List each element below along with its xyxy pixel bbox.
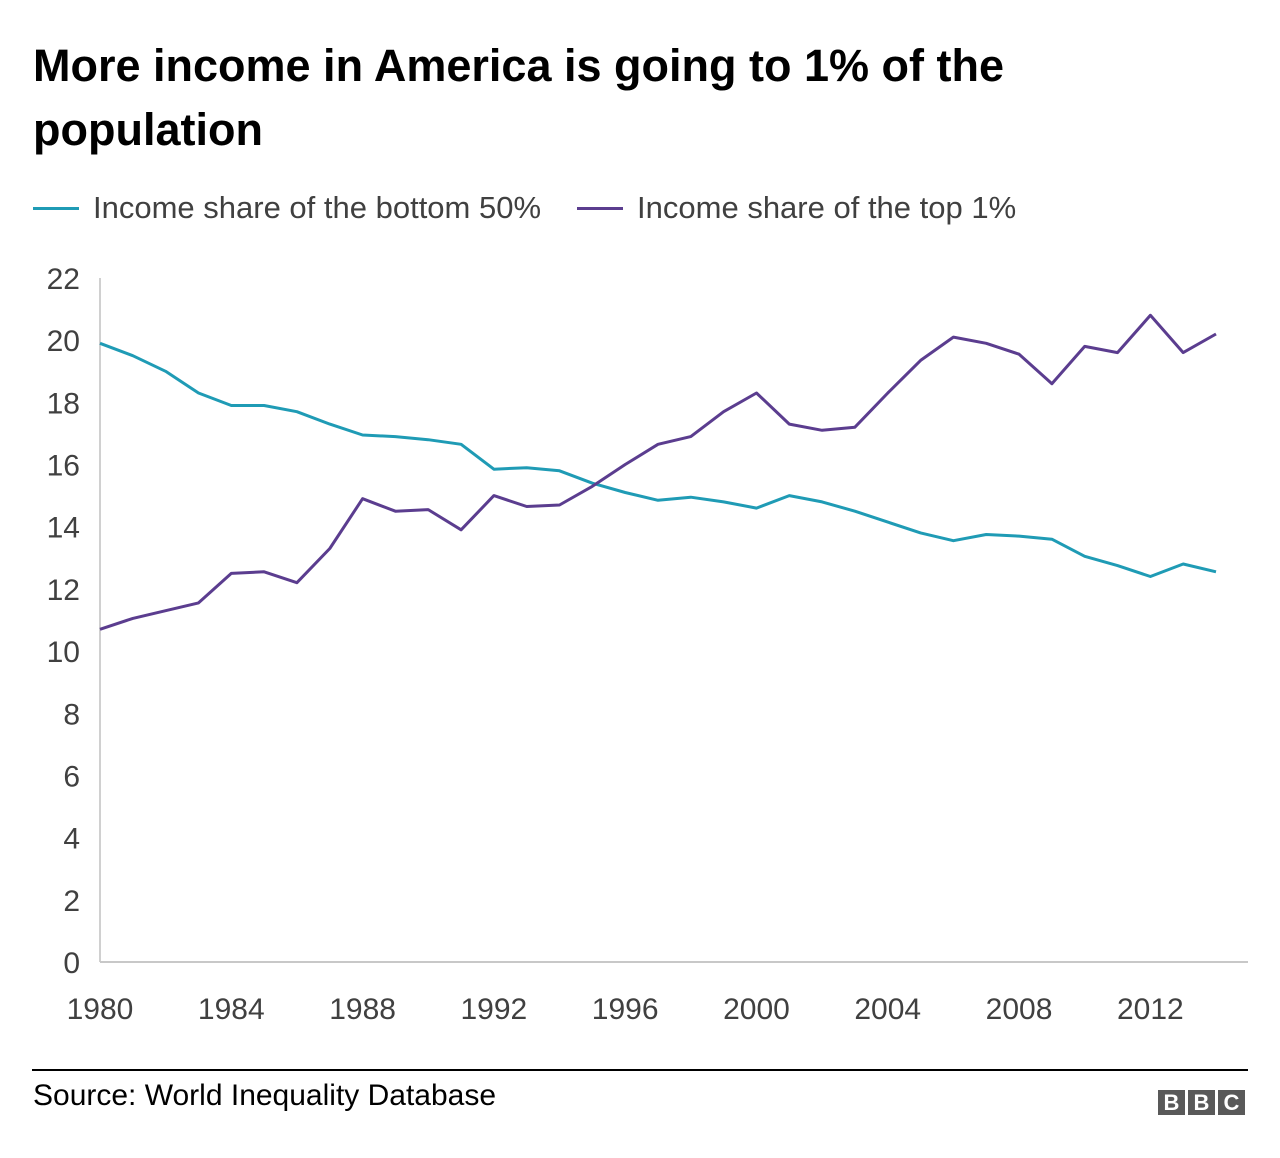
- y-tick-label: 0: [63, 947, 80, 980]
- line-chart: 0 2 4 6 8 10 12 14 16 18 20 22 1980 1984 1988 1992 1996 2…: [47, 263, 1248, 1026]
- legend-item-bottom-50: Income share of the bottom 50%: [33, 190, 541, 226]
- footer-rule: [32, 1069, 1248, 1071]
- x-tick-label: 1988: [329, 993, 396, 1026]
- y-tick-label: 8: [63, 698, 80, 731]
- y-tick-label: 10: [47, 636, 80, 669]
- x-tick-label: 2004: [854, 993, 921, 1026]
- series-line-bottom-50: [99, 341, 1217, 578]
- x-tick-label: 2000: [723, 993, 790, 1026]
- source-note: Source: World Inequality Database: [33, 1079, 497, 1112]
- x-tick-label: 1996: [592, 993, 659, 1026]
- x-tick-label: 1984: [198, 993, 265, 1026]
- legend-label-top-1: Income share of the top 1%: [637, 190, 1017, 225]
- y-tick-label: 14: [47, 512, 80, 545]
- bbc-logo-c: C: [1218, 1090, 1245, 1115]
- y-tick-label: 6: [63, 760, 80, 793]
- y-tick-label: 20: [47, 325, 80, 358]
- y-tick-label: 12: [47, 574, 80, 607]
- x-tick-label: 2008: [986, 993, 1053, 1026]
- bbc-logo-b2: B: [1188, 1090, 1215, 1115]
- legend-label-bottom-50: Income share of the bottom 50%: [93, 190, 542, 225]
- bbc-logo-b1: B: [1158, 1090, 1185, 1115]
- legend-item-top-1: Income share of the top 1%: [577, 190, 1016, 226]
- y-tick-label: 4: [63, 823, 80, 856]
- series-line-top-1: [99, 313, 1217, 631]
- x-tick-label: 1980: [67, 993, 134, 1026]
- y-tick-label: 2: [63, 885, 80, 918]
- legend: Income share of the bottom 50% Income sh…: [33, 190, 1016, 226]
- legend-swatch-bottom-50: [33, 206, 79, 210]
- y-tick-label: 22: [47, 263, 80, 296]
- y-tick-label: 18: [47, 387, 80, 420]
- x-tick-label: 1992: [461, 993, 528, 1026]
- y-tick-label: 16: [47, 450, 80, 483]
- legend-swatch-top-1: [577, 206, 624, 210]
- x-tick-label: 2012: [1117, 993, 1184, 1026]
- bbc-logo: B B C: [1158, 1090, 1245, 1115]
- chart-title: More income in America is going to 1% of…: [33, 40, 1004, 155]
